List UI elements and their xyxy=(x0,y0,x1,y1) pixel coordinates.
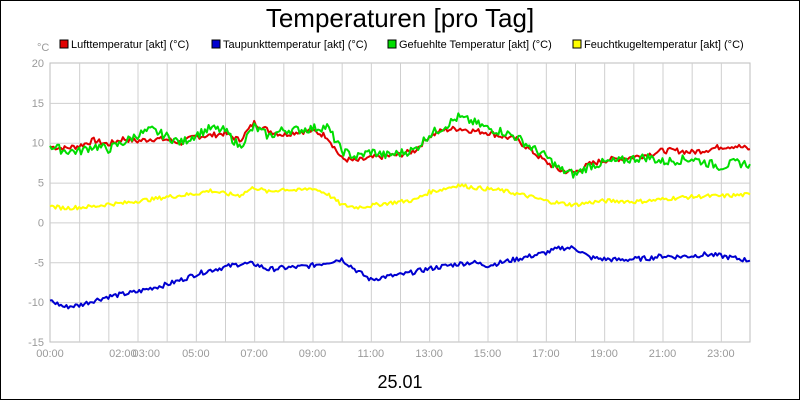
legend-item: Feuchtkugeltemperatur [akt] (°C) xyxy=(572,39,744,51)
x-tick-label: 13:00 xyxy=(415,348,443,360)
series-line xyxy=(49,245,751,310)
x-tick-label: 21:00 xyxy=(649,348,677,360)
legend-swatch xyxy=(59,39,69,49)
legend-swatch xyxy=(572,39,582,49)
x-tick-label: 15:00 xyxy=(474,348,502,360)
series-line xyxy=(49,183,751,211)
legend-item: Taupunkttemperatur [akt] (°C) xyxy=(211,39,367,51)
x-tick-label: 05:00 xyxy=(182,348,210,360)
legend-swatch xyxy=(211,39,221,49)
legend-item: Gefuehlte Temperatur [akt] (°C) xyxy=(387,39,552,51)
legend-label: Feuchtkugeltemperatur [akt] (°C) xyxy=(584,39,744,51)
x-tick-label: 02:00 xyxy=(109,348,137,360)
y-tick-label: 0 xyxy=(38,217,44,229)
y-tick-label: 5 xyxy=(38,178,44,190)
x-tick-label: 03:00 xyxy=(132,348,160,360)
plot-grid xyxy=(49,62,751,343)
y-tick-label: -10 xyxy=(28,297,44,309)
legend: Lufttemperatur [akt] (°C) Taupunkttempera… xyxy=(59,39,744,51)
x-tick-label: 09:00 xyxy=(299,348,327,360)
x-axis-date-label: 25.01 xyxy=(377,372,422,392)
x-tick-label: 23:00 xyxy=(707,348,735,360)
y-tick-label: -5 xyxy=(34,257,44,269)
chart-title: Temperaturen [pro Tag] xyxy=(266,3,534,33)
series-lines xyxy=(49,112,751,310)
series-line xyxy=(49,112,751,179)
legend-item: Lufttemperatur [akt] (°C) xyxy=(59,39,189,51)
y-tick-label: 10 xyxy=(32,138,44,150)
y-tick-label: 20 xyxy=(32,58,44,70)
x-tick-label: 00:00 xyxy=(36,348,64,360)
x-tick-label: 19:00 xyxy=(590,348,618,360)
legend-label: Gefuehlte Temperatur [akt] (°C) xyxy=(399,39,552,51)
legend-label: Taupunkttemperatur [akt] (°C) xyxy=(223,39,367,51)
x-tick-label: 11:00 xyxy=(357,348,384,360)
x-tick-label: 07:00 xyxy=(240,348,268,360)
y-tick-label: 15 xyxy=(32,98,44,110)
legend-swatch xyxy=(387,39,397,49)
x-tick-label: 17:00 xyxy=(532,348,560,360)
y-tick-label: -15 xyxy=(28,337,44,349)
y-axis-unit-label: °C xyxy=(37,42,49,54)
legend-label: Lufttemperatur [akt] (°C) xyxy=(71,39,189,51)
